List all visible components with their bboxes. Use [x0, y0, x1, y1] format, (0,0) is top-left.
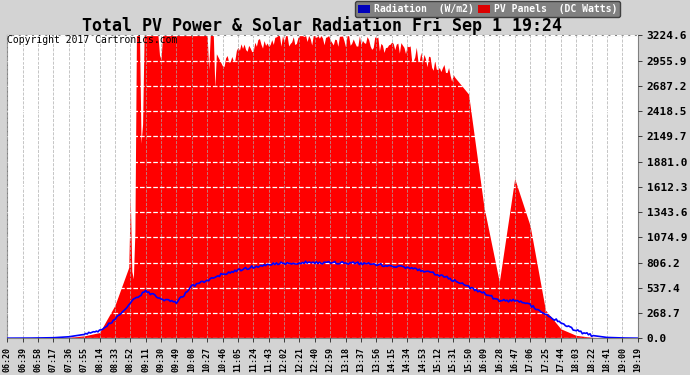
- Legend: Radiation  (W/m2), PV Panels  (DC Watts): Radiation (W/m2), PV Panels (DC Watts): [355, 1, 620, 17]
- Text: Copyright 2017 Cartronics.com: Copyright 2017 Cartronics.com: [7, 35, 177, 45]
- Title: Total PV Power & Solar Radiation Fri Sep 1 19:24: Total PV Power & Solar Radiation Fri Sep…: [83, 16, 562, 35]
